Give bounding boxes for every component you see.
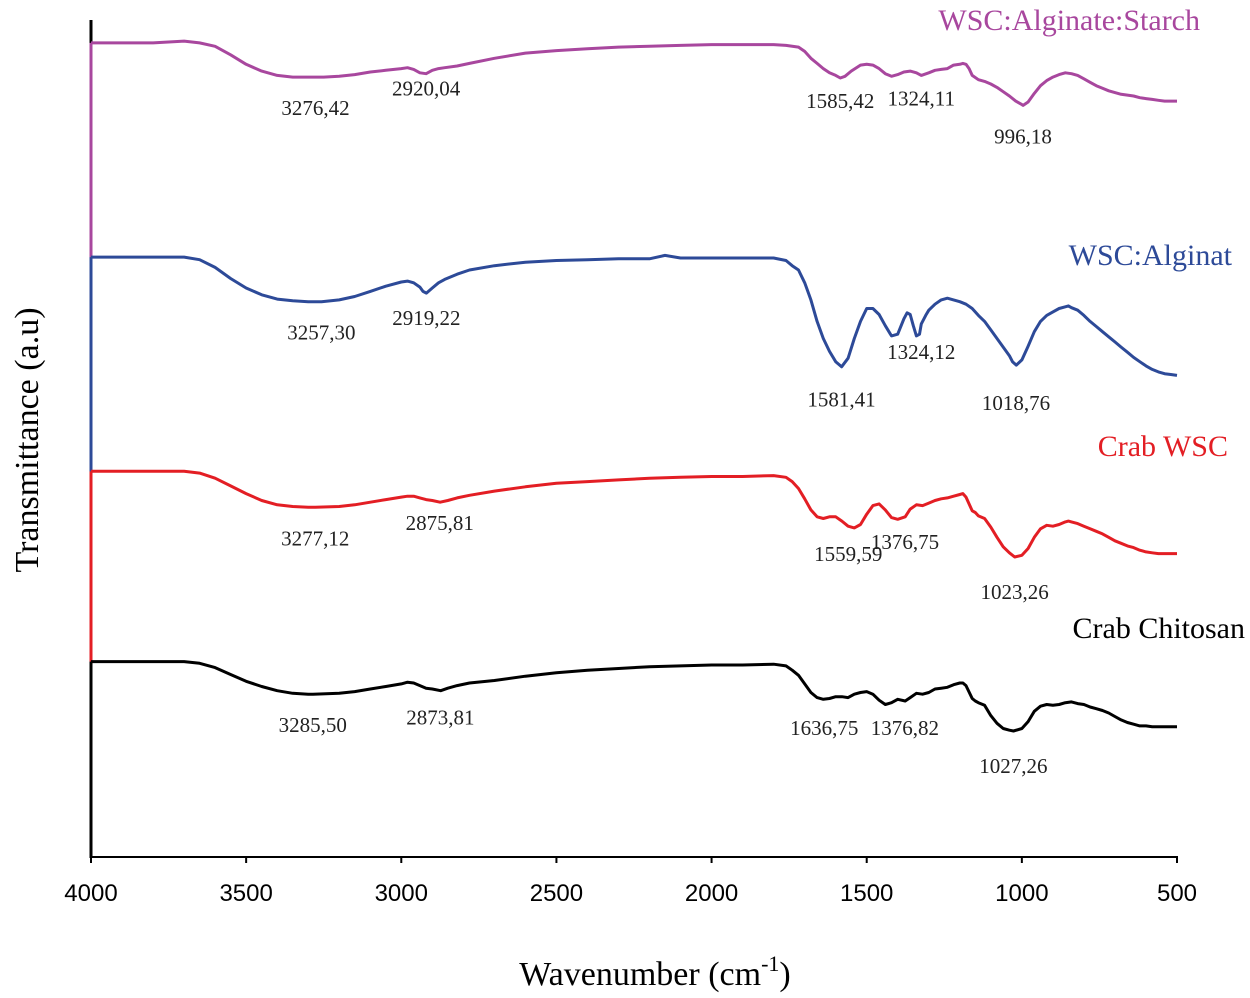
peak-label-wsc-alginate-starch-3: 1324,11 bbox=[888, 86, 955, 110]
x-axis-ticks bbox=[90, 857, 1178, 863]
x-tick-label-500: 500 bbox=[1157, 880, 1197, 907]
peak-labels: 3276,42 2920,04 1585,42 1324,11 996,18 3257,3… bbox=[279, 77, 1052, 778]
peak-label-wsc-alginate-starch-2: 1585,42 bbox=[806, 89, 874, 113]
peak-label-crab-chitosan-2: 1636,75 bbox=[790, 716, 858, 740]
series-line-crab-wsc bbox=[91, 469, 1177, 559]
series-line-wsc-alginat bbox=[91, 253, 1178, 377]
peak-label-wsc-alginat-1: 2919,22 bbox=[392, 306, 460, 330]
series-line-wsc-alginate-starch bbox=[91, 39, 1177, 107]
peak-label-crab-chitosan-0: 3285,50 bbox=[279, 713, 347, 737]
legend-labels: WSC:Alginate:Starch WSC:Alginat Crab WSC Cr… bbox=[938, 4, 1245, 645]
peak-label-wsc-alginat-0: 3257,30 bbox=[287, 321, 355, 345]
x-tick-label-1000: 1000 bbox=[995, 880, 1048, 907]
x-tick-label-3500: 3500 bbox=[219, 880, 272, 907]
x-tick-label-4000: 4000 bbox=[64, 880, 117, 907]
peak-label-crab-wsc-2: 1559,59 bbox=[814, 542, 882, 566]
peak-label-wsc-alginat-4: 1018,76 bbox=[982, 391, 1050, 415]
peak-label-crab-chitosan-1: 2873,81 bbox=[406, 706, 474, 730]
x-tick-label-2000: 2000 bbox=[685, 880, 738, 907]
legend-label-wsc-alginate-starch: WSC:Alginate:Starch bbox=[938, 4, 1200, 37]
y-axis-title: Transmittance (a.u) bbox=[9, 307, 46, 572]
x-tick-label-2500: 2500 bbox=[530, 880, 583, 907]
x-axis-title: Wavenumber (cm-1) bbox=[519, 951, 790, 993]
legend-label-wsc-alginat: WSC:Alginat bbox=[1069, 239, 1233, 272]
legend-label-crab-wsc: Crab WSC bbox=[1098, 430, 1228, 463]
peak-label-wsc-alginate-starch-1: 2920,04 bbox=[392, 77, 461, 101]
legend-label-crab-chitosan: Crab Chitosan bbox=[1073, 612, 1246, 645]
x-tick-label-3000: 3000 bbox=[375, 880, 428, 907]
x-axis-tick-labels: 4000 3500 3000 2500 2000 1500 1000 500 bbox=[64, 880, 1197, 907]
series-group bbox=[89, 39, 1178, 857]
peak-label-crab-wsc-3: 1376,75 bbox=[871, 530, 939, 554]
peak-label-wsc-alginat-3: 1324,12 bbox=[887, 340, 955, 364]
peak-label-wsc-alginate-starch-0: 3276,42 bbox=[281, 96, 349, 120]
x-tick-label-1500: 1500 bbox=[840, 880, 893, 907]
peak-label-crab-chitosan-4: 1027,26 bbox=[979, 754, 1047, 778]
peak-label-wsc-alginate-starch-4: 996,18 bbox=[994, 124, 1052, 148]
peak-label-crab-wsc-0: 3277,12 bbox=[281, 526, 349, 550]
series-line-crab-chitosan bbox=[91, 660, 1177, 733]
peak-label-crab-wsc-4: 1023,26 bbox=[980, 580, 1048, 604]
peak-label-wsc-alginat-2: 1581,41 bbox=[807, 388, 875, 412]
peak-label-crab-chitosan-3: 1376,82 bbox=[871, 716, 939, 740]
peak-label-crab-wsc-1: 2875,81 bbox=[406, 511, 474, 535]
